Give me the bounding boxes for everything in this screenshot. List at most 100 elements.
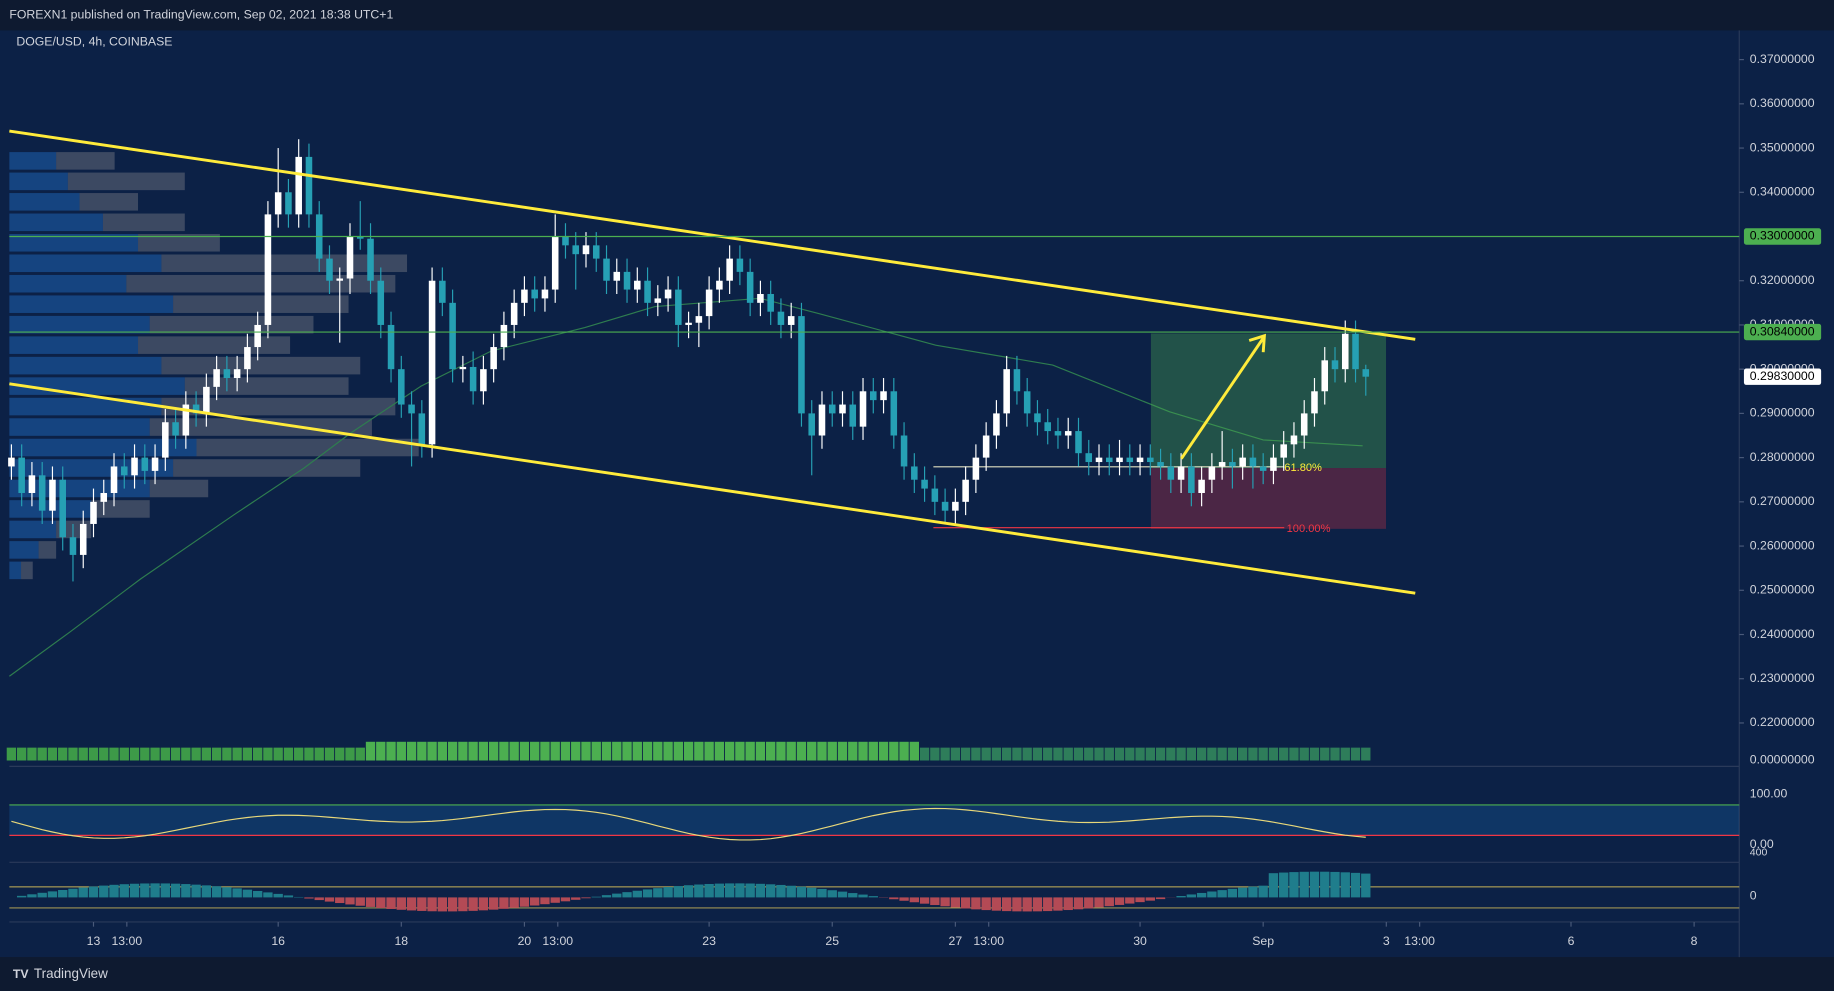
- hist-bar: [252, 890, 263, 898]
- volume-bar: [581, 741, 591, 761]
- candle-body: [551, 236, 559, 290]
- volume-bar: [1155, 747, 1166, 761]
- candle-body: [644, 280, 651, 303]
- header-bar: [0, 0, 1834, 31]
- candle-body: [1054, 431, 1062, 436]
- hist-bar: [612, 893, 622, 898]
- hist-bar: [99, 885, 109, 898]
- volume-bar: [1186, 747, 1197, 761]
- volume-bar: [273, 747, 283, 761]
- profile-bar: [9, 541, 39, 559]
- candle-body: [767, 293, 774, 312]
- candle-body: [736, 258, 744, 272]
- candle-body: [1249, 457, 1257, 467]
- candle-body: [500, 324, 508, 348]
- volume-bar: [1166, 747, 1176, 761]
- volume-bar: [355, 747, 365, 761]
- profile-bar: [79, 193, 139, 211]
- position-profit: [1150, 333, 1387, 469]
- symbol-title: DOGE/USD, 4h, COINBASE: [16, 34, 172, 48]
- hist-bar: [714, 883, 725, 898]
- volume-bar: [99, 747, 109, 761]
- candle-body: [480, 369, 487, 392]
- profile-bar: [9, 438, 197, 457]
- volume-bar: [222, 747, 232, 761]
- y-tick-label: 0.34000000: [1750, 185, 1815, 199]
- volume-bar: [765, 741, 776, 761]
- volume-bar: [211, 747, 222, 761]
- candle-body: [1003, 369, 1010, 414]
- volume-bar: [242, 747, 253, 761]
- hist-bar: [170, 883, 181, 898]
- volume-bar: [601, 741, 612, 761]
- profile-bar: [196, 438, 419, 457]
- hist-bar: [827, 890, 837, 898]
- volume-bar: [1012, 747, 1022, 761]
- candle-body: [1177, 466, 1185, 480]
- candle-body: [572, 245, 580, 255]
- candle-body: [1239, 457, 1246, 467]
- hist-bar: [458, 897, 468, 912]
- hist-bar: [1145, 897, 1155, 901]
- volume-bar: [981, 747, 991, 761]
- candle-body: [757, 293, 764, 303]
- candle-body: [244, 347, 251, 370]
- hist-bar: [1340, 872, 1350, 898]
- profile-bar: [9, 234, 139, 252]
- hist-bar: [1073, 897, 1084, 910]
- hist-bar: [499, 897, 509, 909]
- volume-bar: [201, 747, 212, 761]
- candle-body: [623, 271, 631, 290]
- volume-bar: [109, 747, 119, 761]
- candle-body: [203, 386, 210, 414]
- hist-bar: [1114, 897, 1125, 905]
- volume-bar: [1084, 747, 1094, 761]
- arrow-head: [1248, 333, 1266, 353]
- fib-label: 100.00%: [1287, 523, 1331, 535]
- candle-body: [90, 501, 97, 524]
- volume-bar: [68, 747, 78, 761]
- hist-bar: [1330, 871, 1340, 898]
- candle-body: [900, 435, 908, 467]
- candle-body: [439, 280, 446, 303]
- volume-bar: [858, 741, 868, 761]
- volume-bar: [6, 747, 17, 761]
- volume-bar: [807, 741, 817, 761]
- candle-body: [141, 457, 149, 471]
- y-tick-label: 0.22000000: [1750, 715, 1815, 729]
- volume-bar: [283, 747, 294, 761]
- volume-bar: [386, 741, 396, 761]
- candle-body: [162, 422, 169, 458]
- level-label: 0.33000000: [1750, 229, 1815, 243]
- candle-body: [213, 369, 220, 387]
- hist-bar: [509, 897, 519, 908]
- profile-bar: [126, 274, 396, 293]
- y-tick-label: 0.24000000: [1750, 627, 1815, 641]
- hist-bar: [1248, 886, 1258, 898]
- hist-bar: [704, 883, 714, 898]
- volume-bar: [1309, 747, 1320, 761]
- candle-body: [120, 466, 128, 476]
- volume-bar: [724, 741, 735, 761]
- hist-bar: [673, 886, 684, 898]
- volume-bar: [232, 747, 242, 761]
- volume-bar: [632, 741, 642, 761]
- candle-body: [59, 479, 66, 538]
- volume-bar: [1073, 747, 1084, 761]
- volume-bar: [889, 741, 899, 761]
- y-tick-label: 0.37000000: [1750, 52, 1815, 66]
- candle-body: [100, 492, 108, 502]
- volume-bar: [848, 741, 858, 761]
- hist-bar: [1309, 871, 1320, 898]
- hist-bar: [1268, 873, 1279, 898]
- volume-bar: [488, 741, 499, 761]
- hist-axis-label: 0: [1750, 888, 1757, 902]
- volume-bar: [191, 747, 201, 761]
- hist-bar: [447, 897, 458, 912]
- y-tick-label: 0.26000000: [1750, 538, 1815, 552]
- candle-body: [367, 238, 374, 281]
- hist-bar: [971, 897, 981, 910]
- volume-bar: [776, 741, 786, 761]
- candle-body: [356, 236, 364, 239]
- volume-bar: [129, 747, 140, 761]
